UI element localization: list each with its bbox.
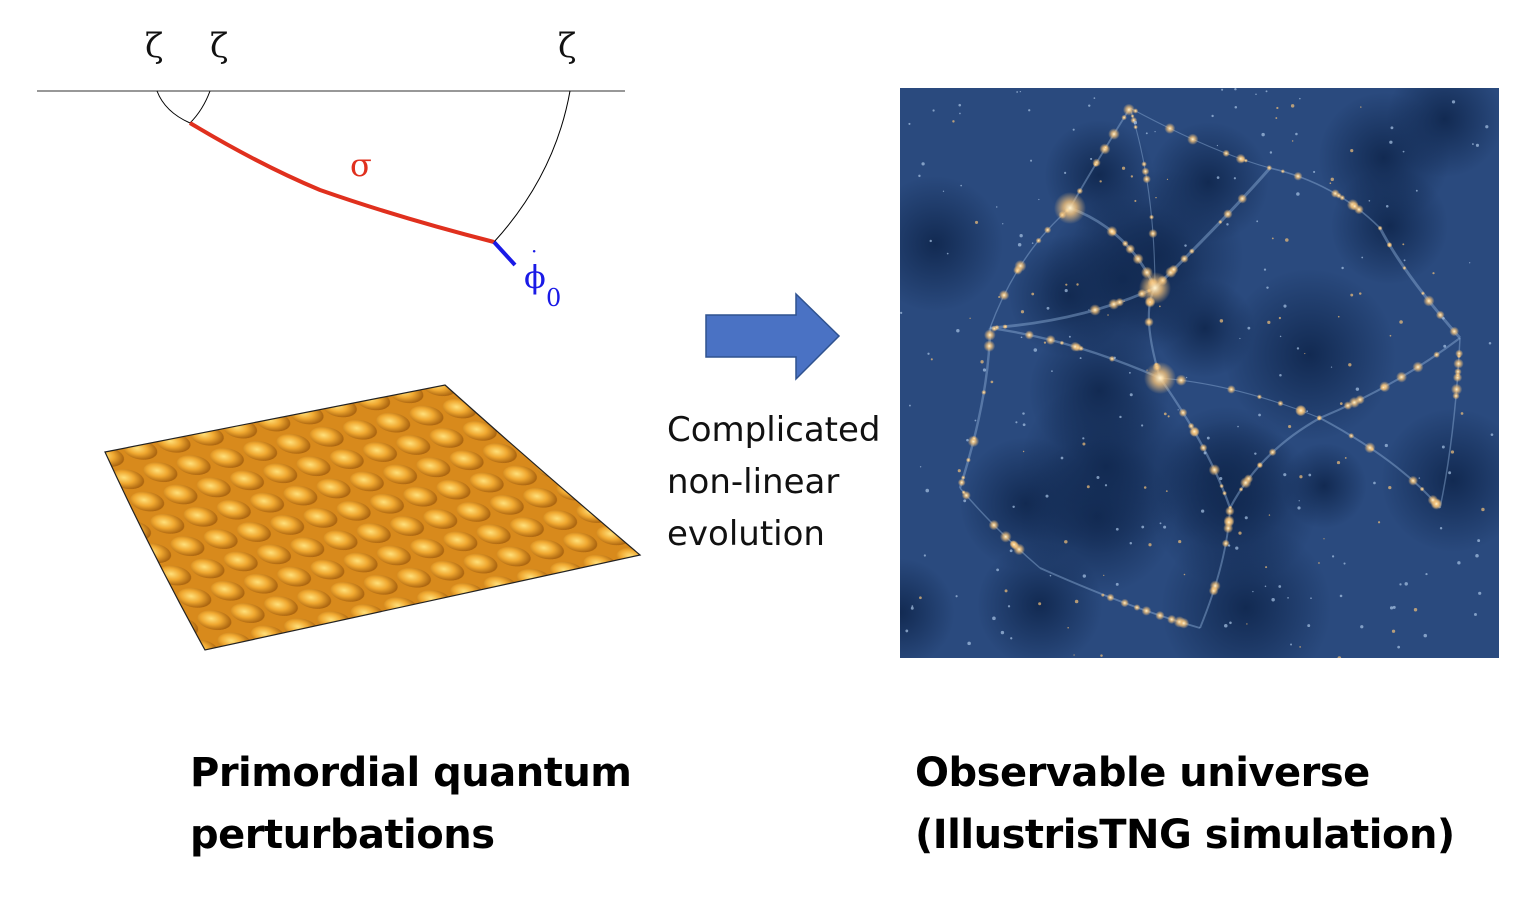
caption-line: Primordial quantum bbox=[190, 750, 632, 796]
arrow-right-icon bbox=[705, 292, 841, 381]
sigma-label: σ bbox=[350, 146, 372, 184]
phi-trajectory bbox=[492, 240, 517, 267]
simulation-image bbox=[900, 88, 1499, 658]
arrow-text-line: Complicated bbox=[667, 410, 881, 450]
arrow-description: Complicated non-linear evolution bbox=[667, 404, 881, 560]
zeta-curve-2 bbox=[189, 90, 211, 124]
perturbation-surface bbox=[104, 384, 642, 651]
right-caption: Observable universe (IllustrisTNG simula… bbox=[915, 742, 1455, 866]
arrow-text-line: evolution bbox=[667, 514, 825, 554]
caption-line: perturbations bbox=[190, 812, 495, 858]
zeta-curve-3 bbox=[493, 90, 571, 243]
zeta-label: ζ bbox=[210, 26, 229, 66]
zeta-label: ζ bbox=[558, 26, 577, 66]
zeta-label: ζ bbox=[145, 26, 164, 66]
sigma-trajectory bbox=[188, 121, 495, 244]
zeta-curve-1 bbox=[156, 90, 191, 124]
arrow-text-line: non-linear bbox=[667, 462, 840, 502]
left-caption: Primordial quantum perturbations bbox=[190, 742, 632, 866]
caption-line: (IllustrisTNG simulation) bbox=[915, 812, 1455, 858]
trajectory-diagram bbox=[37, 90, 625, 267]
caption-line: Observable universe bbox=[915, 750, 1370, 796]
